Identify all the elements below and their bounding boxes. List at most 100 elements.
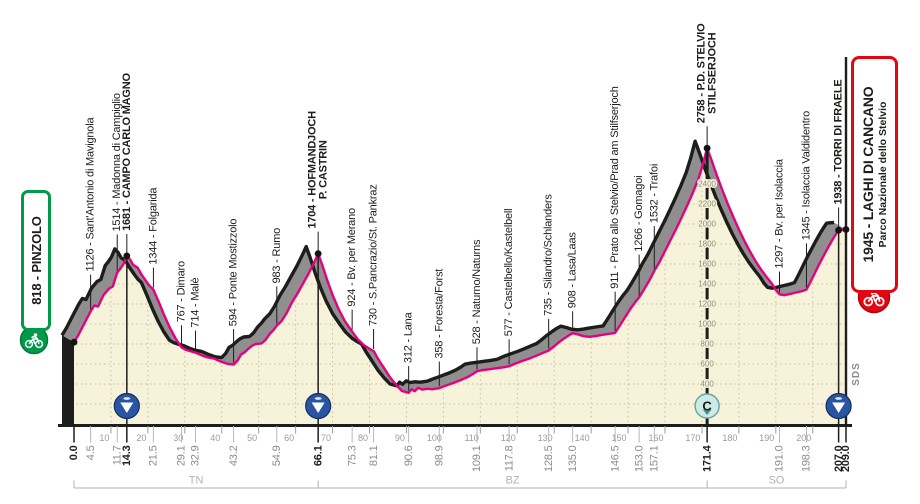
- distance-label: 29.1: [176, 445, 188, 466]
- waypoint-label: 1532 - Trafoi: [648, 164, 660, 223]
- waypoint-label-line2: STILFSERJOCH: [707, 32, 719, 114]
- finish-sublabel: Parco Nazionale dello Stelvio: [877, 101, 889, 248]
- province-label: SO: [769, 475, 785, 487]
- summit-dot: [842, 226, 850, 233]
- axis-tick-label: 140: [575, 433, 590, 443]
- distance-label: 191.0: [774, 445, 786, 472]
- axis-tick-label: 30: [173, 433, 183, 443]
- axis-tick-label: 90: [395, 433, 405, 443]
- distance-label: 135.0: [567, 445, 579, 472]
- cima-coppi-triangle: [702, 409, 712, 415]
- waypoint-label: 911 - Prato allo Stelvio/Prad am Stilfse…: [609, 86, 621, 288]
- summit-dot: [314, 250, 322, 257]
- waypoint-label-line2: P. CASTRIN: [318, 140, 330, 199]
- distance-label: 128.5: [543, 445, 555, 472]
- distance-label: 66.1: [312, 445, 324, 466]
- waypoint-label: 1126 - Sant'Antonio di Mavignola: [85, 117, 97, 272]
- waypoint-label: 312 - Lana: [403, 311, 415, 363]
- feed-zone-highlight: [123, 397, 131, 400]
- finish-banner: 1945 - LAGHI DI CANCANO Parco Nazionale …: [851, 56, 898, 293]
- route-note-label: SDS: [849, 355, 864, 393]
- distance-label: 0.0: [68, 445, 80, 460]
- distance-label: 146.5: [609, 445, 621, 472]
- elevation-scale-label: 600: [700, 360, 714, 369]
- route-note-text: SDS: [851, 362, 862, 386]
- axis-tick-label: 110: [464, 433, 478, 443]
- summit-dot: [835, 226, 843, 234]
- distance-label: 75.3: [346, 445, 358, 466]
- bike-wheel: [34, 339, 44, 349]
- elevation-scale-label: 1400: [698, 280, 716, 289]
- summit-dot: [703, 144, 711, 152]
- cima-coppi-letter: C: [702, 399, 712, 414]
- waypoint-label: 908 - Lasa/Laas: [567, 232, 579, 309]
- elevation-scale-label: 1000: [698, 320, 716, 329]
- province-label: BZ: [506, 475, 520, 487]
- waypoint-label: 1266 - Gomagoi: [633, 176, 645, 252]
- distance-label: 4.5: [85, 445, 97, 460]
- feed-zone-highlight: [835, 397, 843, 400]
- distance-label: 209.0: [840, 445, 852, 472]
- finish-label: 1945 - LAGHI DI CANCANO: [860, 86, 876, 263]
- distance-label: 21.5: [148, 445, 160, 466]
- distance-label: 117.8: [503, 445, 515, 471]
- distance-label: 109.1: [471, 445, 483, 472]
- distance-label: 54.9: [271, 445, 283, 466]
- axis-tick-label: 10: [99, 433, 109, 443]
- waypoint-label: 1681 - CAMPO CARLO MAGNO: [121, 72, 133, 230]
- axis-tick-label: 200: [796, 433, 811, 443]
- waypoint-label: 1938 - TORRI DI FRAELE: [833, 80, 845, 205]
- axis-tick-label: 150: [612, 433, 627, 443]
- rider-body: [31, 335, 38, 340]
- elevation-scale-label: 1200: [698, 300, 716, 309]
- distance-label: 153.0: [633, 445, 645, 472]
- profile-outline: [60, 139, 835, 388]
- feed-zone-triangle: [832, 402, 846, 413]
- waypoint-label: 1344 - Folgarida: [147, 187, 159, 265]
- profile-line: [72, 146, 847, 394]
- axis-tick-label: 190: [759, 433, 774, 443]
- profile-left-face: [62, 335, 74, 424]
- feed-zone-icon: [825, 392, 852, 420]
- waypoint-label: 735 - Silandro/Schlanders: [543, 194, 555, 316]
- cima-coppi-circle: [694, 393, 720, 419]
- waypoint-label: 2758 - P.D. STELVIO: [696, 23, 708, 123]
- elevation-scale-label: 400: [700, 380, 714, 389]
- axis-tick-label: 80: [358, 433, 368, 443]
- distance-label: 43.2: [228, 445, 240, 466]
- profile-fill: [74, 148, 846, 424]
- waypoint-label: 983 - Rumo: [271, 228, 283, 284]
- elevation-scale-label: 1600: [698, 260, 716, 269]
- bike-wheel: [874, 296, 885, 307]
- feed-zone-triangle: [120, 402, 134, 413]
- axis-tick-label: 160: [648, 433, 663, 443]
- axis-tick-label: 100: [427, 433, 442, 443]
- waypoint-label: 767 - Dimaro: [176, 261, 188, 322]
- start-cyclist-icon: [19, 325, 49, 355]
- waypoint-label: 594 - Ponte Mostizzolo: [228, 219, 240, 327]
- summit-dot: [123, 252, 131, 260]
- waypoint-label: 714 - Malè: [190, 278, 202, 328]
- feed-zone-highlight: [314, 397, 322, 400]
- axis-tick-label: 180: [722, 433, 737, 443]
- province-label: TN: [189, 475, 204, 487]
- distance-label: 11.7: [111, 445, 123, 465]
- cima-coppi-icon: C: [694, 393, 720, 419]
- distance-label: 198.3: [801, 445, 813, 472]
- distance-label: 32.9: [190, 445, 202, 466]
- elevation-scale-label: 800: [700, 340, 714, 349]
- axis-tick-label: 130: [538, 433, 553, 443]
- waypoint-label: 1345 - Isolaccia Valdidentro: [801, 111, 813, 240]
- distance-label: 157.1: [649, 445, 661, 472]
- axis-tick-label: 60: [284, 433, 294, 443]
- start-label: 818 - PINZOLO: [28, 216, 44, 305]
- start-banner: 818 - PINZOLO: [21, 190, 51, 331]
- bike-frame: [28, 338, 40, 345]
- waypoint-label: 1297 - Bv. per Isolaccia: [774, 158, 786, 268]
- waypoint-label: 1704 - HOFMANDJOCH: [307, 111, 319, 229]
- axis-tick-label: 170: [685, 433, 700, 443]
- axis-tick-label: 120: [501, 433, 516, 443]
- elevation-scale-label: 2000: [698, 220, 716, 229]
- bike-wheel: [863, 296, 874, 307]
